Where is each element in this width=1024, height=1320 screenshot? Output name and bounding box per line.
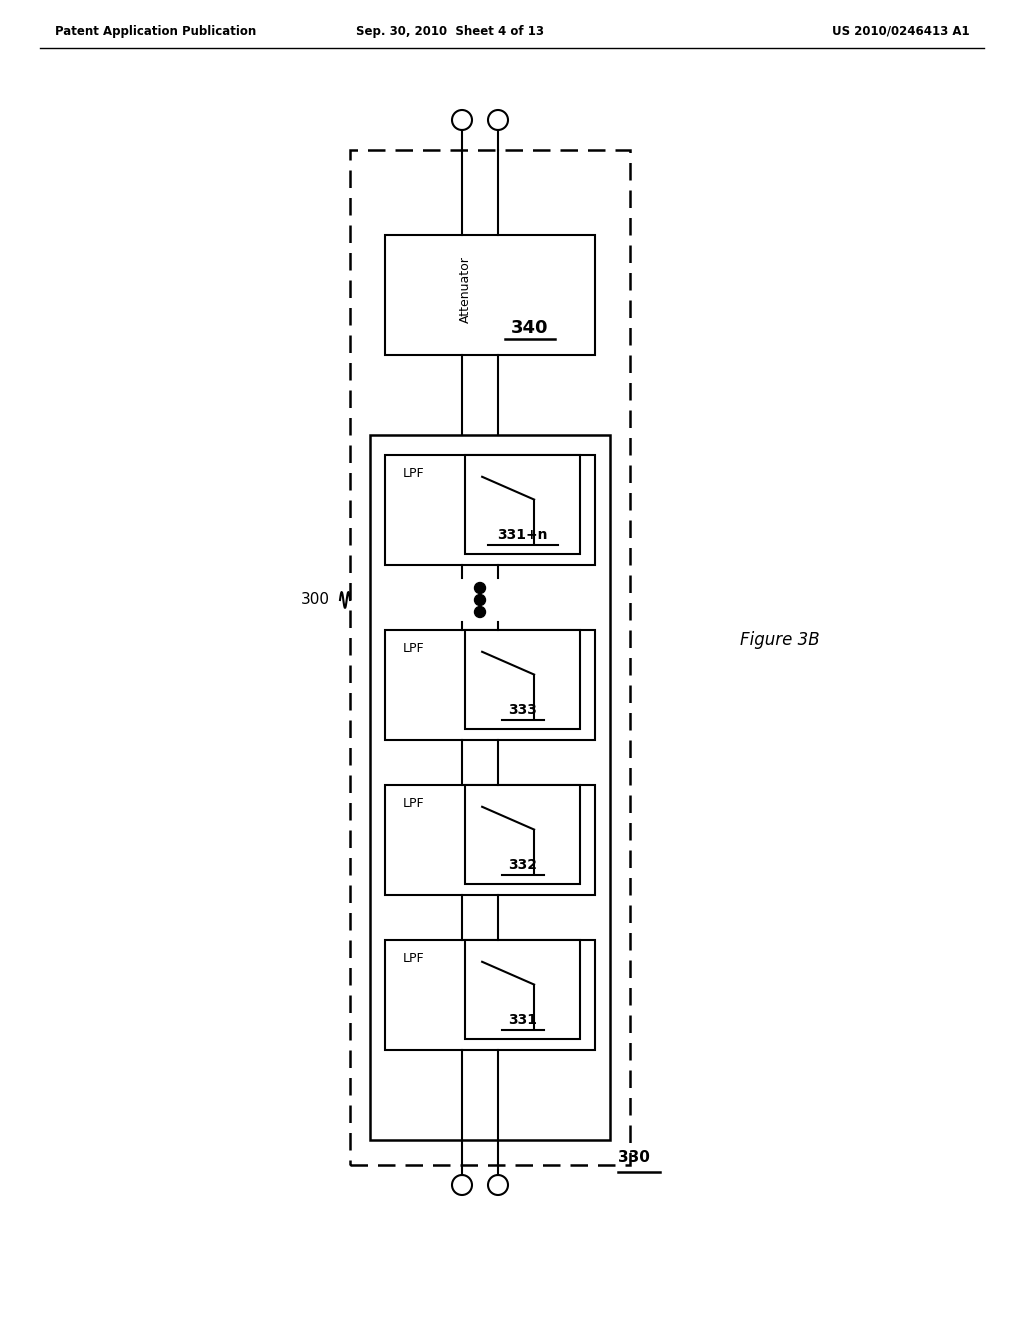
Text: LPF: LPF	[403, 642, 425, 655]
Text: 340: 340	[511, 319, 549, 337]
Text: LPF: LPF	[403, 952, 425, 965]
Circle shape	[474, 582, 485, 594]
Text: Figure 3B: Figure 3B	[740, 631, 820, 649]
Text: LPF: LPF	[403, 467, 425, 480]
Text: Patent Application Publication: Patent Application Publication	[55, 25, 256, 38]
Bar	[385, 940, 595, 1049]
Bar	[385, 785, 595, 895]
Bar	[350, 150, 630, 1166]
Text: Attenuator: Attenuator	[459, 256, 471, 323]
Bar	[370, 436, 610, 1140]
Bar	[465, 940, 581, 1039]
Bar	[465, 455, 581, 554]
Bar	[385, 235, 595, 355]
Text: 300: 300	[301, 593, 330, 607]
Circle shape	[474, 606, 485, 618]
Bar	[385, 630, 595, 741]
Text: 331+n: 331+n	[498, 528, 548, 543]
Text: LPF: LPF	[403, 797, 425, 810]
Text: 332: 332	[508, 858, 537, 873]
Circle shape	[474, 594, 485, 606]
Bar	[465, 630, 581, 729]
Bar	[385, 455, 595, 565]
Text: Sep. 30, 2010  Sheet 4 of 13: Sep. 30, 2010 Sheet 4 of 13	[356, 25, 544, 38]
Text: 331: 331	[508, 1012, 537, 1027]
Bar	[465, 785, 581, 884]
Text: US 2010/0246413 A1: US 2010/0246413 A1	[833, 25, 970, 38]
Text: 330: 330	[618, 1150, 650, 1166]
Text: 333: 333	[508, 704, 537, 717]
